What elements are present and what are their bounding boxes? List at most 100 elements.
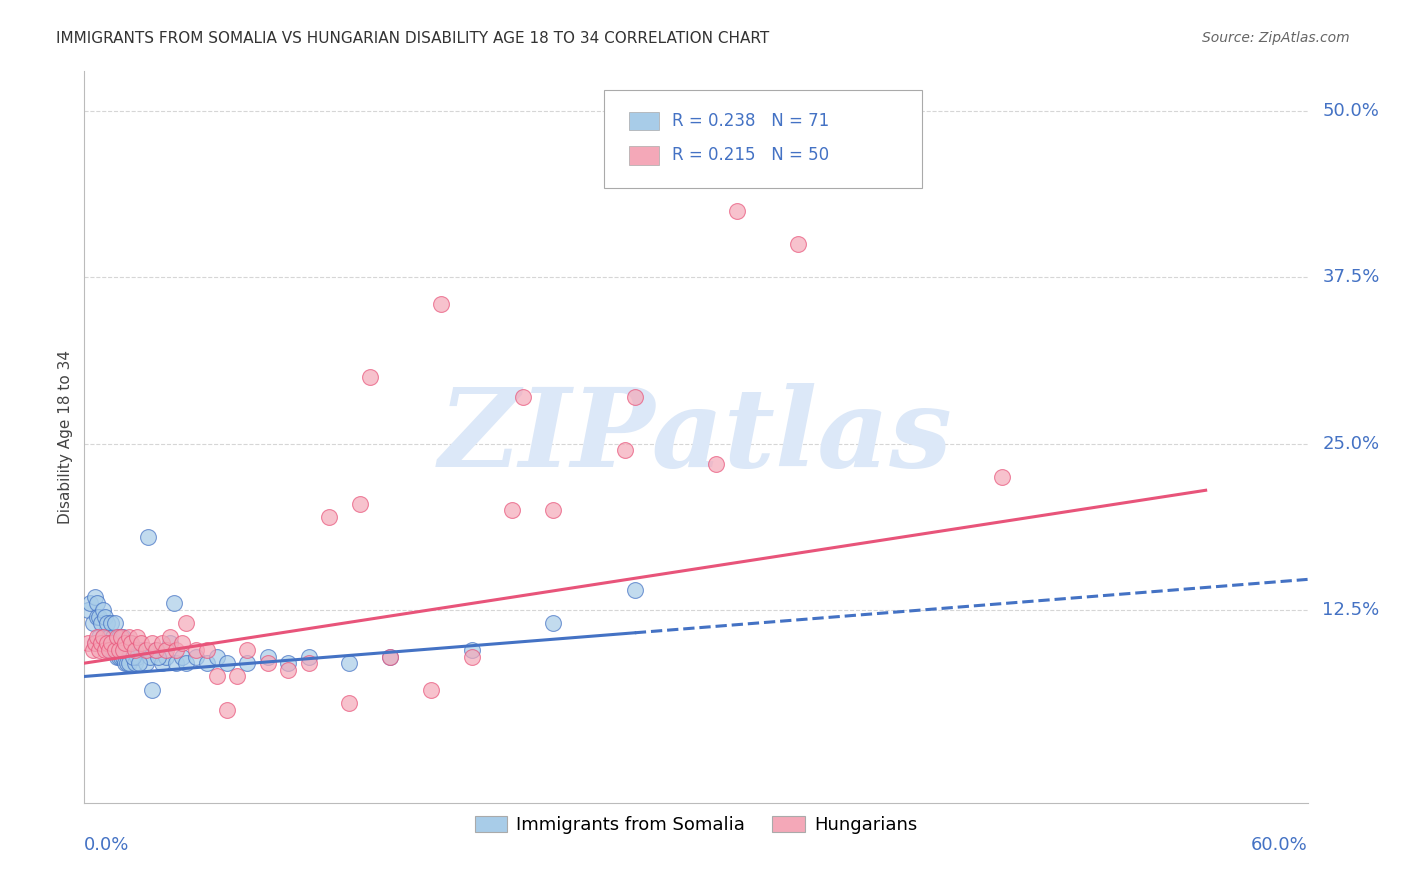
Point — [105, 649, 128, 664]
Point — [118, 630, 141, 644]
Point — [86, 630, 108, 644]
Point — [104, 643, 127, 657]
FancyBboxPatch shape — [628, 112, 659, 130]
Point — [172, 649, 194, 664]
Point — [155, 649, 177, 664]
Text: 0.0%: 0.0% — [84, 836, 129, 854]
Point — [339, 656, 361, 670]
Point — [82, 616, 104, 631]
Point — [226, 669, 249, 683]
Point — [124, 656, 146, 670]
Point — [138, 649, 160, 664]
Point — [174, 656, 197, 670]
Point — [120, 636, 142, 650]
Point — [502, 503, 524, 517]
Point — [93, 636, 115, 650]
Point — [112, 630, 135, 644]
Text: 25.0%: 25.0% — [1322, 434, 1379, 453]
Point — [145, 643, 167, 657]
Point — [725, 204, 748, 219]
Point — [100, 636, 122, 650]
Point — [217, 703, 239, 717]
Point — [380, 649, 402, 664]
Point — [624, 582, 647, 597]
Point — [174, 616, 197, 631]
Point — [543, 503, 565, 517]
Point — [79, 596, 101, 610]
Point — [461, 643, 484, 657]
Point — [97, 643, 120, 657]
Point — [420, 682, 443, 697]
Point — [512, 390, 534, 404]
Text: R = 0.238   N = 71: R = 0.238 N = 71 — [672, 112, 828, 130]
Point — [124, 643, 146, 657]
Point — [91, 630, 114, 644]
Point — [114, 656, 136, 670]
Text: ZIPatlas: ZIPatlas — [439, 384, 953, 491]
Point — [118, 643, 141, 657]
Point — [165, 643, 187, 657]
FancyBboxPatch shape — [605, 90, 922, 188]
Legend: Immigrants from Somalia, Hungarians: Immigrants from Somalia, Hungarians — [468, 809, 924, 841]
Point — [430, 297, 453, 311]
Point — [318, 509, 340, 524]
Point — [186, 649, 208, 664]
Point — [105, 630, 128, 644]
Point — [217, 656, 239, 670]
Point — [93, 609, 115, 624]
Point — [93, 643, 115, 657]
Point — [991, 470, 1014, 484]
Point — [91, 603, 114, 617]
Point — [349, 497, 371, 511]
Point — [257, 656, 280, 670]
Point — [86, 596, 108, 610]
Point — [236, 656, 259, 670]
Point — [298, 656, 321, 670]
Point — [155, 643, 177, 657]
Point — [108, 649, 131, 664]
Point — [87, 630, 110, 644]
Point — [257, 649, 280, 664]
Point — [77, 603, 100, 617]
Point — [165, 656, 187, 670]
Point — [83, 636, 105, 650]
Point — [141, 636, 163, 650]
Point — [97, 630, 120, 644]
Point — [277, 663, 299, 677]
Point — [83, 590, 105, 604]
Text: 60.0%: 60.0% — [1251, 836, 1308, 854]
Point — [380, 649, 402, 664]
Point — [104, 643, 127, 657]
Point — [97, 643, 120, 657]
Point — [108, 630, 131, 644]
Point — [205, 649, 228, 664]
Point — [136, 530, 159, 544]
Point — [112, 643, 135, 657]
Point — [87, 609, 110, 624]
Point — [150, 636, 173, 650]
Point — [114, 636, 136, 650]
Point — [86, 609, 108, 624]
Point — [461, 649, 484, 664]
FancyBboxPatch shape — [628, 146, 659, 165]
Point — [101, 630, 124, 644]
Point — [104, 616, 127, 631]
Text: R = 0.215   N = 50: R = 0.215 N = 50 — [672, 146, 828, 164]
Point — [205, 669, 228, 683]
Point — [163, 596, 186, 610]
Point — [706, 457, 728, 471]
Point — [613, 443, 636, 458]
Point — [131, 636, 153, 650]
Y-axis label: Disability Age 18 to 34: Disability Age 18 to 34 — [58, 350, 73, 524]
Point — [159, 636, 181, 650]
Point — [90, 616, 112, 631]
Point — [112, 649, 135, 664]
Point — [127, 630, 149, 644]
Point — [90, 636, 112, 650]
Point — [195, 643, 218, 657]
Point — [298, 649, 321, 664]
Point — [543, 616, 565, 631]
Text: Source: ZipAtlas.com: Source: ZipAtlas.com — [1202, 31, 1350, 45]
Point — [141, 682, 163, 697]
Text: IMMIGRANTS FROM SOMALIA VS HUNGARIAN DISABILITY AGE 18 TO 34 CORRELATION CHART: IMMIGRANTS FROM SOMALIA VS HUNGARIAN DIS… — [56, 31, 769, 46]
